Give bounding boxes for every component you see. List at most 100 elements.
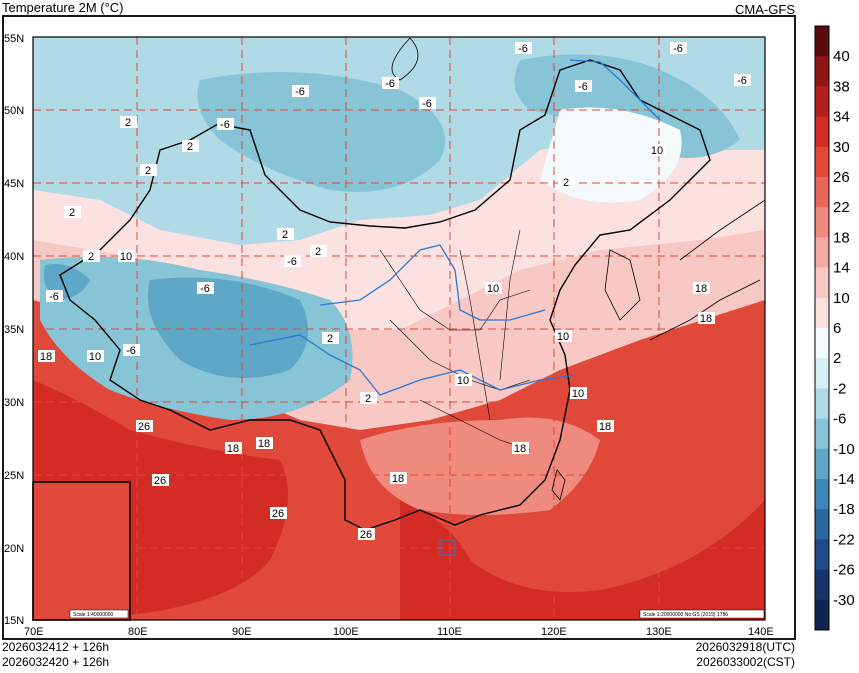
contour-label: 2: [182, 140, 199, 153]
graticule: [33, 37, 765, 620]
colorbar-swatch: [815, 26, 829, 57]
outer-frame: [2, 15, 796, 640]
colorbar-swatch: [815, 267, 829, 299]
colorbar-label: 22: [833, 199, 850, 216]
lon-label: 140E: [748, 626, 774, 638]
contour-label: 26: [358, 528, 375, 541]
contour-label: -6: [515, 42, 532, 55]
contour-label: 10: [118, 250, 135, 263]
svg-text:-6: -6: [518, 43, 528, 55]
colorbar-swatch: [815, 328, 829, 359]
contour-label: 2: [360, 392, 377, 405]
contour-label: 2: [310, 245, 327, 258]
colorbar-label: -2: [833, 380, 846, 397]
svg-text:10: 10: [651, 145, 663, 157]
colorbar-label: -26: [833, 562, 855, 579]
lat-label: 50N: [4, 105, 24, 117]
lon-axis: 70E 80E 90E 100E 110E 120E 130E 140E: [24, 626, 774, 638]
colorbar-swatch: [815, 56, 829, 87]
svg-text:26: 26: [138, 421, 150, 433]
colorbar-label: 10: [833, 290, 850, 307]
lon-label: 70E: [24, 626, 44, 638]
contour-label: 2: [64, 206, 81, 219]
colorbar: 40 38 34 30 26 22 18 14 10 6 2 -2 -6 -10 -14 -18 -22 -26 -…: [814, 25, 855, 631]
contour-label: 18: [512, 442, 529, 455]
svg-text:2: 2: [327, 333, 333, 345]
colorbar-swatch: [815, 177, 829, 208]
contour-label: -6: [670, 42, 687, 55]
svg-text:Scale 1:20000000 No:GS (2019): Scale 1:20000000 No:GS (2019) 1786: [643, 612, 728, 618]
contour-label: 2: [558, 176, 575, 189]
colorbar-swatch: [815, 479, 829, 510]
contour-label: 2: [322, 332, 339, 345]
colorbar-label: 6: [833, 320, 841, 337]
svg-text:-6: -6: [578, 81, 588, 93]
map-scale: Scale 1:20000000 No:GS (2019) 1786: [639, 609, 765, 619]
colorbar-label: 2: [833, 350, 841, 367]
contour-label: 18: [390, 472, 407, 485]
contour-labels: -6 -6 -6 -6 -6 -6 -6 -6 -6 -6 -6 -6 2 2 2 2 2 2 2 2 2 2 10 10 10…: [38, 42, 751, 541]
contour-label: -6: [382, 77, 399, 90]
colorbar-swatch: [815, 116, 829, 148]
contour-label: 26: [152, 474, 169, 487]
svg-text:-6: -6: [385, 78, 395, 90]
colorbar-label: 34: [833, 109, 850, 126]
colorbar-swatch: [815, 358, 829, 389]
svg-text:10: 10: [487, 283, 499, 295]
colorbar-swatch: [815, 448, 829, 480]
contour-label: 18: [225, 442, 242, 455]
map-frame: [32, 36, 766, 621]
inset-scale: Scale 1:40000000: [73, 612, 114, 618]
lat-label: 40N: [4, 251, 24, 263]
colorbar-swatch: [815, 297, 829, 329]
contour-label: 18: [256, 437, 273, 450]
contour-label: -6: [217, 118, 234, 131]
chart-title: Temperature 2M (°C): [2, 0, 124, 15]
svg-text:2: 2: [365, 393, 371, 405]
colorbar-swatch: [815, 388, 829, 420]
lon-label: 130E: [646, 626, 672, 638]
colorbar-swatch: [815, 86, 829, 118]
contour-label: 18: [698, 312, 715, 325]
svg-text:2: 2: [145, 165, 151, 177]
svg-text:10: 10: [557, 331, 569, 343]
lat-label: 45N: [4, 178, 24, 190]
svg-text:-6: -6: [295, 86, 305, 98]
svg-text:18: 18: [695, 283, 707, 295]
svg-text:18: 18: [227, 443, 239, 455]
contour-label: 2: [277, 228, 294, 241]
colorbar-swatch: [815, 509, 829, 540]
colorbar-swatch: [815, 146, 829, 178]
svg-text:10: 10: [89, 351, 101, 363]
colorbar-swatch: [815, 569, 829, 601]
svg-text:2: 2: [282, 229, 288, 241]
contour-label: 2: [140, 164, 157, 177]
colorbar-swatch: [815, 207, 829, 238]
svg-text:-6: -6: [126, 345, 136, 357]
colorbar-label: 38: [833, 78, 850, 95]
valid-time-cst: 2026033002(CST): [696, 655, 795, 669]
lat-label: 35N: [4, 324, 24, 336]
contour-label: 2: [83, 250, 100, 263]
svg-text:10: 10: [457, 375, 469, 387]
svg-text:2: 2: [563, 177, 569, 189]
colorbar-swatch: [815, 599, 829, 631]
contour-label: 10: [555, 330, 572, 343]
svg-text:2: 2: [187, 141, 193, 153]
contour-label: 26: [136, 420, 153, 433]
lon-label: 90E: [232, 626, 252, 638]
contour-label: 18: [693, 282, 710, 295]
colorbar-label: -18: [833, 501, 855, 518]
lon-label: 110E: [437, 626, 462, 638]
svg-text:2: 2: [69, 207, 75, 219]
svg-text:18: 18: [258, 438, 270, 450]
contour-label: 18: [38, 350, 55, 363]
colorbar-label: -14: [833, 471, 855, 488]
svg-text:-6: -6: [737, 75, 747, 87]
contour-label: 26: [270, 507, 287, 520]
svg-text:18: 18: [514, 443, 526, 455]
lon-label: 80E: [128, 626, 148, 638]
svg-text:-6: -6: [673, 43, 683, 55]
colorbar-label: -10: [833, 441, 855, 458]
contour-label: 2: [120, 116, 137, 129]
